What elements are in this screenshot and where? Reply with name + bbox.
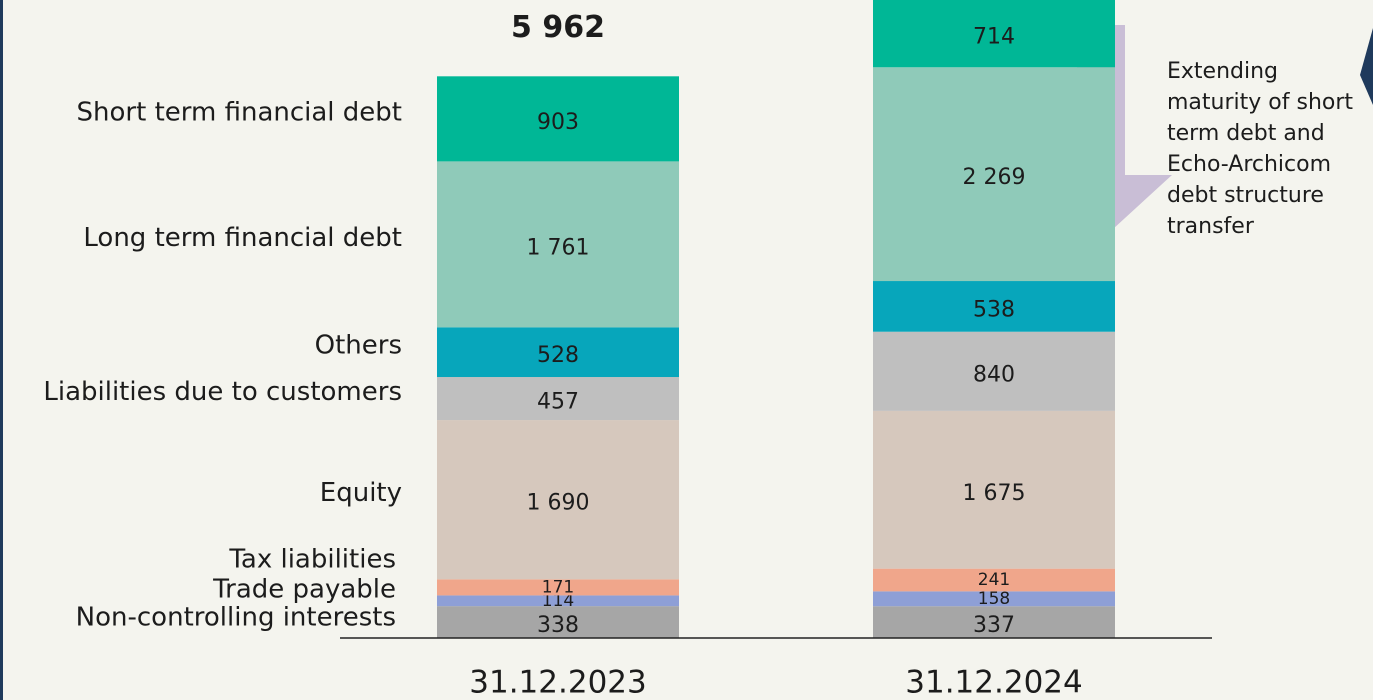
bar-segment [873,331,1115,411]
value-label: 1 675 [963,481,1026,506]
value-label: 158 [978,589,1010,609]
value-label: 337 [973,613,1015,638]
total-label: 5 962 [511,10,605,45]
value-label: 1 761 [527,235,590,260]
bar-segment [873,568,1115,592]
series-label: Liabilities due to customers [43,377,402,407]
chevron [1360,28,1373,105]
value-label: 538 [973,297,1015,322]
value-label: 457 [537,390,579,415]
annotation: transfer [1167,214,1255,239]
bar-segment [437,606,679,638]
bar-segment [437,327,679,378]
value-label: 714 [973,25,1015,50]
value-label: 241 [978,570,1010,590]
category-label: 31.12.2024 [905,665,1083,700]
series-label: Long term financial debt [83,223,402,253]
series-label: Equity [320,478,402,508]
bar-segment [873,67,1115,282]
annotation: maturity of short [1167,90,1353,115]
value-label: 338 [537,613,579,638]
bar-segment [437,579,679,596]
bar-segment [873,591,1115,607]
value-label: 114 [542,591,574,611]
bar-segment [437,595,679,607]
series-label: Tax liabilities [228,545,396,575]
annotation: term debt and [1167,121,1325,146]
series-label: Trade payable [212,575,396,605]
series-label: Others [315,331,402,361]
annotation: debt structure [1167,183,1324,208]
bar-segment [437,420,679,580]
bar-segment [873,281,1115,332]
value-label: 903 [537,110,579,135]
bar-segment [437,377,679,421]
value-label: 528 [537,343,579,368]
category-label: 31.12.2023 [469,665,647,700]
bar-segment [437,161,679,328]
value-label: 840 [973,362,1015,387]
bar-segment [873,410,1115,569]
left-border [0,0,3,700]
bar-segment [437,76,679,162]
value-label: 2 269 [963,165,1026,190]
series-label: Short term financial debt [77,97,402,127]
value-label: 1 690 [527,491,590,516]
series-label: Non-controlling interests [76,603,396,633]
bar-segment [873,606,1115,638]
annotation: Extending [1167,59,1278,84]
annotation: Echo-Archicom [1167,152,1331,177]
value-label: 171 [542,577,574,597]
bar-segment [873,0,1115,68]
